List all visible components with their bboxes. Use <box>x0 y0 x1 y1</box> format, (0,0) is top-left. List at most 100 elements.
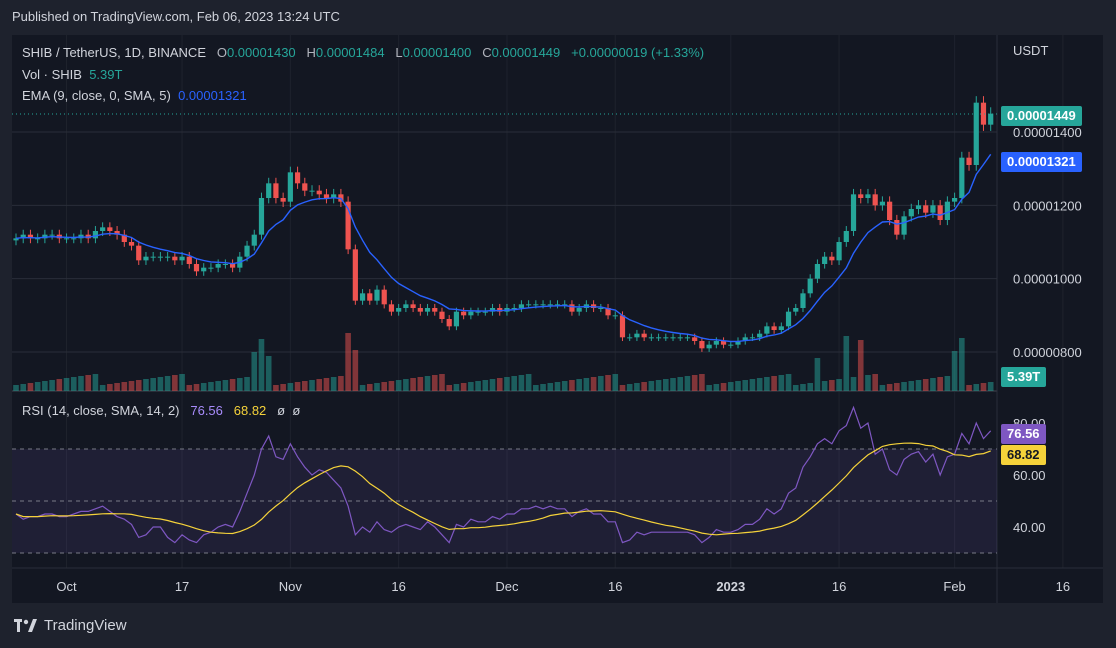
volume-bar <box>172 375 178 391</box>
volume-bar <box>70 377 77 391</box>
volume-bar <box>792 385 799 391</box>
volume-bar <box>612 374 619 391</box>
volume-bar <box>143 379 149 391</box>
high-value: 0.00001484 <box>315 45 385 60</box>
volume-bar <box>778 375 785 391</box>
volume-bar <box>128 381 135 391</box>
volume-bar <box>533 385 539 391</box>
volume-bar <box>922 379 929 391</box>
candle-body <box>410 304 416 308</box>
candle-body <box>511 308 517 309</box>
candle-body <box>988 113 994 125</box>
volume-bar <box>735 381 741 391</box>
volume-bar <box>63 378 70 391</box>
volume-bar <box>547 383 554 391</box>
candle-body <box>742 337 748 341</box>
candle-body <box>720 341 727 345</box>
rsi-value: 76.56 <box>190 403 223 418</box>
chart-svg[interactable]: 0.00001400 0.00001200 0.00001000 0.00000800… <box>12 35 1103 603</box>
ema-value: 0.00001321 <box>178 88 247 103</box>
volume-bar <box>410 378 416 391</box>
candle-body <box>800 293 806 308</box>
volume-bar <box>446 385 452 391</box>
volume-bar <box>598 376 604 391</box>
rsi-tick-label: 40.00 <box>1013 520 1046 535</box>
candle-body <box>692 337 698 341</box>
candle-body <box>749 337 756 339</box>
candle-body <box>374 289 380 301</box>
candle-body <box>858 194 864 198</box>
volume-bar <box>966 385 972 391</box>
volume-bar <box>561 381 568 391</box>
candle-body <box>446 319 452 327</box>
chart-panel[interactable]: 0.00001400 0.00001200 0.00001000 0.00000800… <box>12 35 1103 603</box>
candle-body <box>157 256 163 258</box>
price-tick-label: 0.00001400 <box>1013 125 1082 140</box>
rsi-ma-tag: 68.82 <box>1001 445 1046 465</box>
volume-bar <box>518 375 525 391</box>
open-value: 0.00001430 <box>226 45 296 60</box>
volume-bar <box>330 377 337 391</box>
candle-body <box>605 308 611 316</box>
volume-bar <box>424 376 431 391</box>
candle-body <box>331 194 337 198</box>
low-value: 0.00001400 <box>402 45 472 60</box>
candle-body <box>20 234 26 239</box>
candle-body <box>641 333 647 338</box>
volume-bar <box>554 382 561 391</box>
volume-bar <box>251 352 258 391</box>
last-price-tag: 0.00001449 <box>1001 106 1082 126</box>
ema-legend[interactable]: EMA (9, close, 0, SMA, 5) 0.00001321 <box>22 88 247 103</box>
candle-body <box>359 293 366 301</box>
tradingview-brand[interactable]: TradingView <box>14 617 127 634</box>
volume-bar <box>280 384 286 391</box>
volume-bar <box>99 385 106 391</box>
candle-body <box>872 194 878 206</box>
candle-body <box>894 220 900 235</box>
volume-bar <box>309 380 315 391</box>
volume-bar <box>626 384 633 391</box>
volume-bar <box>265 356 272 391</box>
candle-body <box>923 205 929 213</box>
candle-body <box>677 337 683 339</box>
rsi-legend[interactable]: RSI (14, close, SMA, 14, 2) 76.56 68.82 … <box>22 403 301 418</box>
volume-bar <box>525 374 532 391</box>
volume-bar <box>135 380 142 391</box>
ohlc-legend: SHIB / TetherUS, 1D, BINANCE O0.00001430… <box>22 45 705 60</box>
volume-bar <box>366 384 373 391</box>
volume-bar <box>504 377 510 391</box>
candle-body <box>764 326 770 334</box>
volume-legend[interactable]: Vol · SHIB 5.39T <box>22 67 123 82</box>
time-tick-label: 16 <box>1056 579 1070 594</box>
volume-value: 5.39T <box>89 67 123 82</box>
candle-body <box>294 172 301 184</box>
candle-body <box>706 344 712 349</box>
volume-bar <box>439 374 445 391</box>
candle-body <box>533 304 539 306</box>
candle-body <box>699 341 705 349</box>
candle-body <box>728 344 734 346</box>
candle-body <box>829 256 835 261</box>
candle-body <box>143 256 149 261</box>
volume-bar <box>316 379 323 391</box>
candle-body <box>915 205 922 209</box>
candle-body <box>345 201 351 250</box>
candle-body <box>655 337 662 339</box>
candle-body <box>576 308 582 312</box>
candle-body <box>208 267 214 269</box>
volume-bar <box>720 383 727 391</box>
rsi-ma-line <box>15 442 991 536</box>
candle-body <box>323 194 330 198</box>
close-value: 0.00001449 <box>491 45 561 60</box>
publish-line: Published on TradingView.com, Feb 06, 20… <box>12 9 340 24</box>
candle-body <box>273 183 279 198</box>
symbol-label[interactable]: SHIB / TetherUS, 1D, BINANCE <box>22 45 206 60</box>
candle-body <box>547 304 553 306</box>
candle-body <box>150 256 156 258</box>
candle-body <box>461 311 467 316</box>
candle-body <box>13 238 19 241</box>
candle-body <box>107 227 113 231</box>
candle-body <box>482 311 488 313</box>
volume-bar <box>179 374 185 391</box>
volume-bar <box>590 377 597 391</box>
